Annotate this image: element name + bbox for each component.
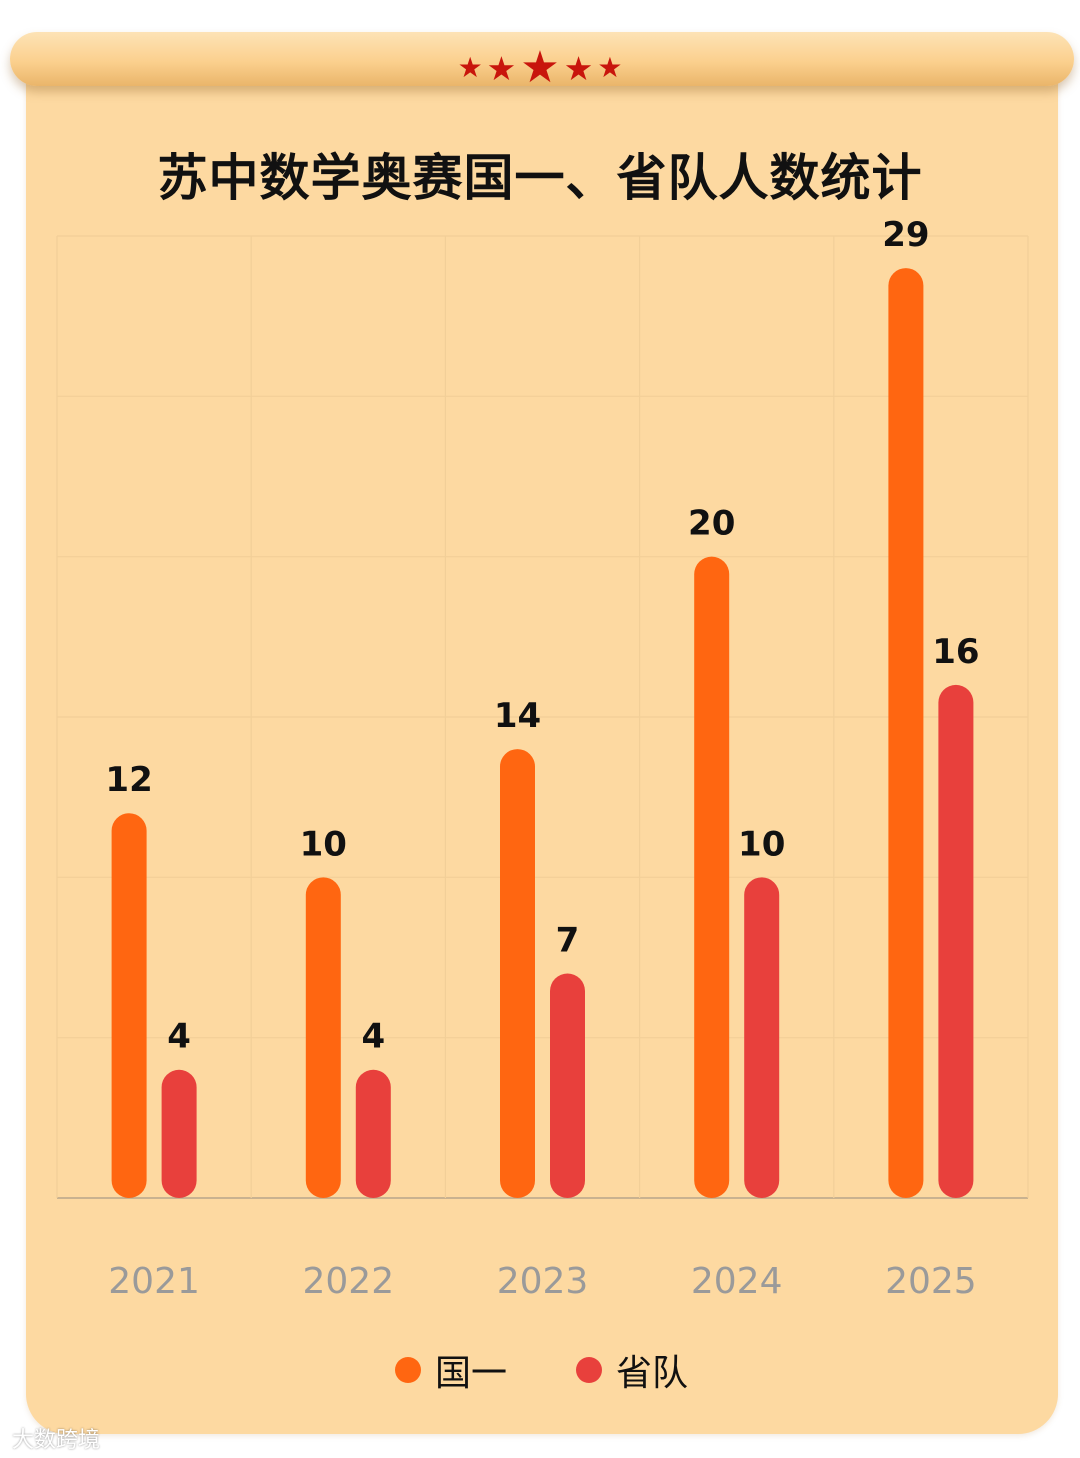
bar <box>355 1069 391 1198</box>
legend-dot-guo-yi <box>395 1357 421 1383</box>
chart-title: 苏中数学奥赛国一、省队人数统计 <box>157 149 923 207</box>
legend-label-guo-yi: 国一 <box>435 1353 508 1394</box>
data-label: 10 <box>738 824 785 864</box>
bar <box>888 268 924 1199</box>
x-tick-label: 2022 <box>302 1261 394 1302</box>
scroll-banner <box>10 32 1074 86</box>
x-tick-label: 2025 <box>885 1261 977 1302</box>
bar <box>161 1069 197 1198</box>
data-label: 20 <box>688 504 735 544</box>
star-icon: ★ <box>563 48 594 88</box>
data-label: 7 <box>556 921 580 961</box>
legend-item-guo-yi[interactable]: 国一 <box>395 1345 507 1395</box>
data-label: 14 <box>494 696 541 736</box>
chart-card <box>26 40 1058 1434</box>
bar <box>550 973 585 1198</box>
bar <box>111 813 147 1198</box>
bar <box>938 684 974 1198</box>
bar <box>744 877 780 1198</box>
legend-label-sheng-dui: 省队 <box>616 1353 689 1394</box>
data-label: 4 <box>167 1017 191 1057</box>
x-tick-label: 2024 <box>691 1261 783 1302</box>
data-label: 4 <box>361 1017 385 1057</box>
star-icon: ★ <box>486 48 517 88</box>
star-icon: ★ <box>520 42 560 93</box>
star-icon: ★ <box>597 51 623 84</box>
legend: 国一 省队 <box>0 1345 1080 1395</box>
bar <box>500 749 535 1198</box>
data-label: 12 <box>105 760 152 800</box>
bar <box>694 556 730 1198</box>
star-row: ★ ★★ ★ ★ <box>0 46 1080 90</box>
legend-item-sheng-dui[interactable]: 省队 <box>576 1345 688 1395</box>
data-label: 10 <box>300 824 347 864</box>
star-icon: ★ <box>457 51 483 84</box>
legend-dot-sheng-dui <box>576 1357 602 1383</box>
data-label: 29 <box>882 215 929 255</box>
bar <box>305 877 341 1198</box>
x-tick-label: 2021 <box>108 1261 200 1302</box>
watermark: 大数跨境 <box>12 1428 101 1453</box>
x-tick-label: 2023 <box>497 1261 589 1302</box>
data-label: 16 <box>932 632 979 672</box>
